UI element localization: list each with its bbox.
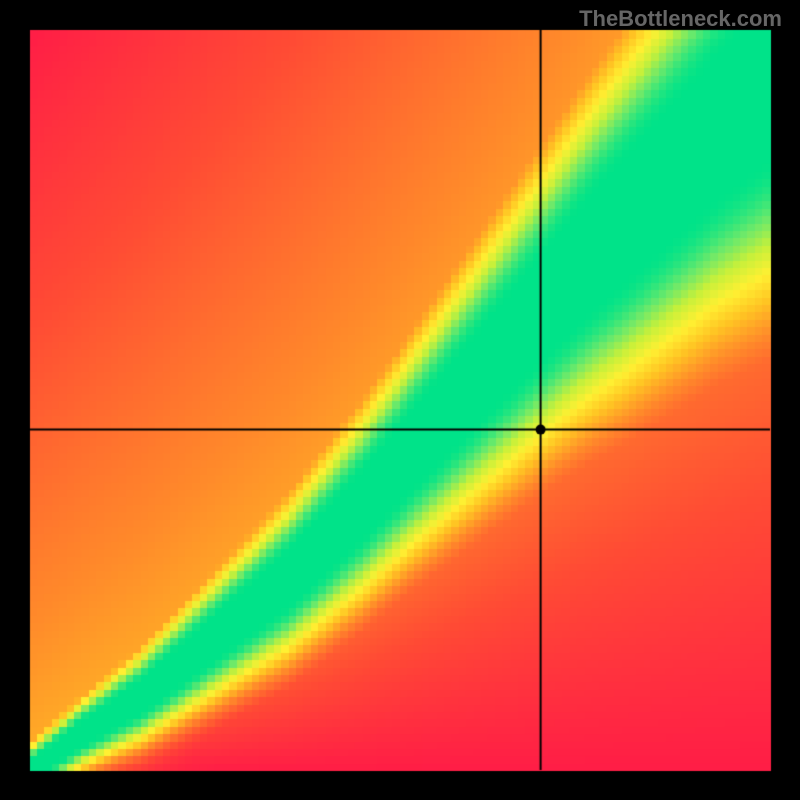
bottleneck-heatmap (0, 0, 800, 800)
watermark-text: TheBottleneck.com (579, 6, 782, 32)
